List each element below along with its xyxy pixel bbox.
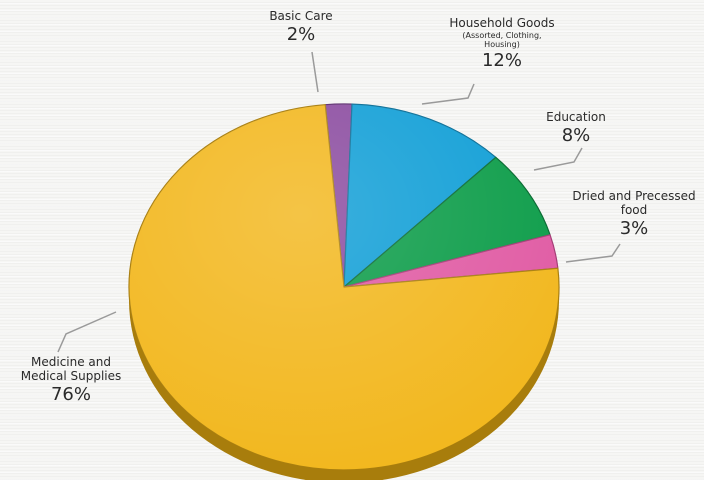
label-medicine: Medicine and Medical Supplies 76% [12, 355, 130, 405]
label-basic-care-name: Basic Care [269, 9, 333, 23]
leader-line-household-goods [421, 83, 475, 105]
label-household-goods-name: Household Goods [449, 16, 555, 30]
leader-line-basic-care [311, 51, 319, 93]
label-dried-food-percent: 3% [619, 217, 649, 239]
leader-line-dried-food [565, 243, 621, 263]
pie-slices-layer [128, 103, 560, 471]
leader-line-medicine [57, 311, 117, 353]
label-household-goods-percent: 12% [481, 49, 522, 71]
leader-line-education [533, 147, 583, 171]
label-basic-care-percent: 2% [286, 23, 316, 45]
label-education-percent: 8% [561, 124, 591, 146]
label-dried-food-name: Dried and Precessed food [572, 189, 696, 217]
label-medicine-name: Medicine and Medical Supplies [20, 355, 122, 383]
label-medicine-percent: 76% [50, 383, 91, 405]
label-education: Education 8% [532, 110, 620, 146]
label-household-goods: Household Goods (Assorted, Clothing, Hou… [428, 16, 576, 72]
label-household-goods-sublabel: (Assorted, Clothing, Housing) [462, 30, 542, 50]
label-basic-care: Basic Care 2% [256, 9, 346, 45]
leader-lines-layer [57, 51, 621, 353]
label-education-name: Education [546, 110, 606, 124]
label-dried-food: Dried and Precessed food 3% [566, 189, 702, 239]
